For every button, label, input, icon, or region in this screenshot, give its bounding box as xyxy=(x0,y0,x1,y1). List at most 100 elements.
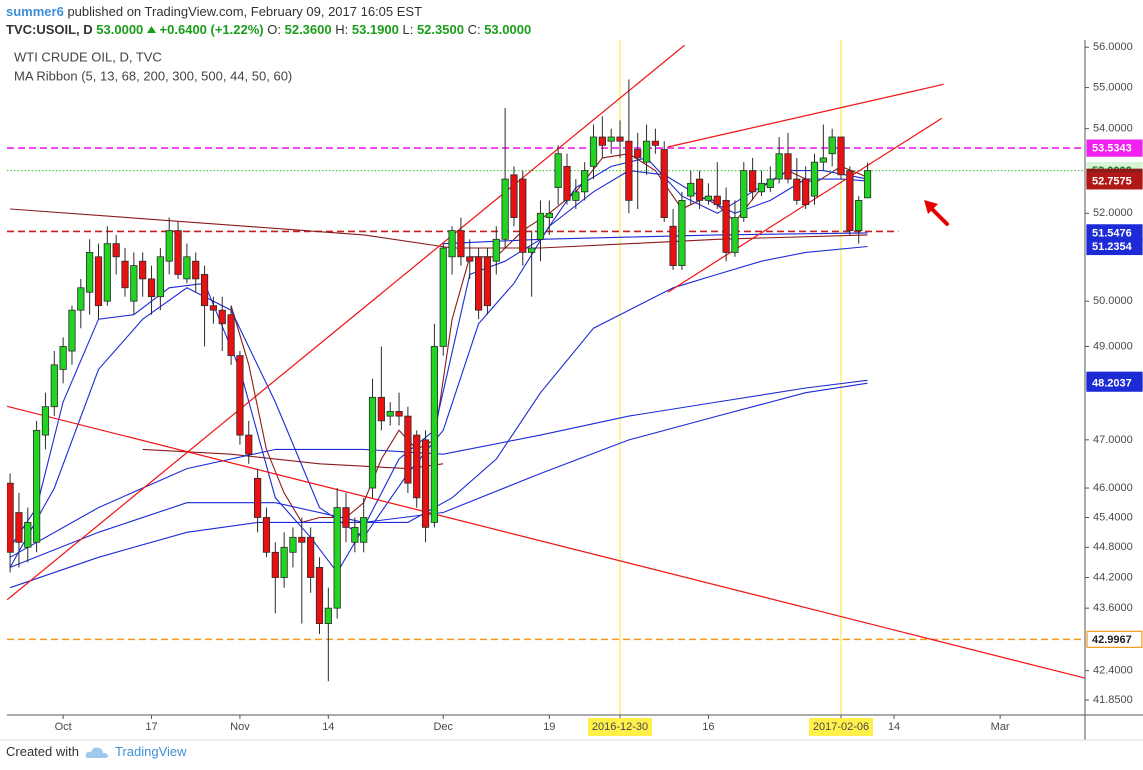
ohlc-label: C: xyxy=(467,22,481,37)
candle-body xyxy=(236,355,244,436)
candle-body xyxy=(687,182,695,197)
moving-average xyxy=(9,170,868,568)
candle-body xyxy=(793,178,801,201)
symbol: TVC:USOIL, D xyxy=(6,22,93,37)
candle-body xyxy=(863,170,872,199)
published-info: published on TradingView.com, February 0… xyxy=(67,4,423,19)
candle-body xyxy=(519,178,527,253)
x-tick-label: 2017-02-06 xyxy=(813,721,869,733)
ohlc-label: L: xyxy=(402,22,414,37)
candle-body xyxy=(581,170,589,193)
candle-body xyxy=(218,309,226,325)
candle-body xyxy=(386,411,394,417)
candle-body xyxy=(536,212,545,240)
candle-body xyxy=(103,243,111,302)
ohlc-value: 53.1900 xyxy=(351,22,399,37)
candle-body xyxy=(528,247,536,253)
candle-body xyxy=(333,507,341,609)
price-label: 53.5343 xyxy=(1092,143,1132,155)
candle-body xyxy=(307,536,315,578)
header: summer6 published on TradingView.com, Fe… xyxy=(6,3,531,39)
candle-body xyxy=(634,149,642,159)
candle-body xyxy=(474,256,483,311)
candle-body xyxy=(227,314,235,357)
x-tick-label: 19 xyxy=(543,721,555,733)
candle-body xyxy=(713,195,721,206)
trend-line xyxy=(7,44,685,601)
trend-line xyxy=(667,83,944,148)
price-label: 52.7575 xyxy=(1092,175,1132,187)
candle-body xyxy=(59,346,67,370)
candle-body xyxy=(280,546,288,578)
candle-body xyxy=(413,434,421,499)
publish-line: summer6 published on TradingView.com, Fe… xyxy=(6,3,531,21)
created-with: Created with xyxy=(6,744,79,759)
candle-body xyxy=(837,136,845,176)
candle-body xyxy=(254,477,262,518)
y-tick-label: 49.0000 xyxy=(1093,340,1133,352)
trend-line xyxy=(7,405,1085,679)
candle-body xyxy=(802,178,810,206)
x-tick-label: Nov xyxy=(230,721,250,733)
price-label-box xyxy=(1086,630,1143,648)
x-tick-label: 14 xyxy=(888,721,900,733)
candle-body xyxy=(810,161,819,197)
candle-body xyxy=(563,165,571,201)
candle-body xyxy=(130,265,138,302)
candle-body xyxy=(360,517,368,543)
candle-body xyxy=(395,411,403,417)
y-tick-label: 46.0000 xyxy=(1093,482,1133,494)
ohlc: O: 52.3600 H: 53.1900 L: 52.3500 C: 53.0… xyxy=(267,22,531,37)
candle-body xyxy=(147,278,156,298)
candle-body xyxy=(112,243,120,258)
y-tick-label: 44.2000 xyxy=(1093,571,1133,583)
candle-body xyxy=(174,230,182,275)
candle-body xyxy=(33,429,41,543)
brand[interactable]: TradingView xyxy=(114,744,187,759)
candle-body xyxy=(572,191,580,201)
y-tick-label: 47.0000 xyxy=(1093,434,1133,446)
plot-area xyxy=(7,40,1085,715)
candle-body xyxy=(156,256,164,298)
y-tick-label: 50.0000 xyxy=(1093,295,1133,307)
candle-body xyxy=(616,136,624,142)
x-tick-label: Mar xyxy=(991,721,1010,733)
author[interactable]: summer6 xyxy=(6,4,64,19)
moving-average xyxy=(443,232,868,245)
candle-body xyxy=(262,517,271,553)
x-tick-label: 16 xyxy=(702,721,714,733)
price-label: 51.2354 xyxy=(1092,241,1133,253)
y-tick-label: 56.0000 xyxy=(1093,41,1133,53)
candle-body xyxy=(342,507,350,528)
candle-body xyxy=(757,182,766,193)
price-label: 48.2037 xyxy=(1092,378,1132,390)
candle-body xyxy=(41,406,50,436)
price-label-box xyxy=(1086,237,1143,256)
candle-body xyxy=(86,252,94,293)
candle-body xyxy=(775,153,783,180)
candle-body xyxy=(139,260,147,280)
indicator-label: MA Ribbon (5, 13, 68, 200, 300, 500, 44,… xyxy=(14,68,292,83)
candle-body xyxy=(192,260,200,280)
candle-body xyxy=(695,178,704,201)
footer: Created with TradingView xyxy=(6,744,187,759)
candle-body xyxy=(368,396,377,489)
candle-body xyxy=(625,140,633,201)
candle-body xyxy=(448,230,456,258)
candle-body xyxy=(598,136,606,146)
candle-body xyxy=(209,305,218,311)
candle-body xyxy=(607,136,615,142)
price-label-box xyxy=(1086,172,1143,190)
x-tick-label: 14 xyxy=(322,721,334,733)
candle-body xyxy=(846,170,854,231)
y-tick-label: 52.0000 xyxy=(1093,207,1133,219)
chart-title: WTI CRUDE OIL, D, TVC xyxy=(14,49,162,64)
ohlc-value: 52.3500 xyxy=(416,22,464,37)
moving-average xyxy=(9,379,868,558)
moving-average xyxy=(9,382,868,589)
ohlc-value: 52.3600 xyxy=(284,22,332,37)
candle-body xyxy=(731,217,739,253)
candle-body xyxy=(200,274,209,307)
candle-body xyxy=(50,364,58,408)
